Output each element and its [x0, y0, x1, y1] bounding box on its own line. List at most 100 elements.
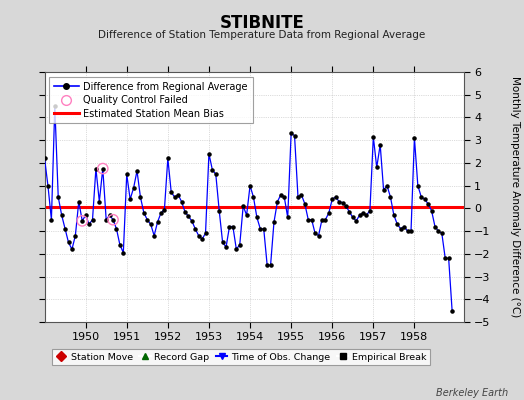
Point — [339, 200, 347, 206]
Point — [112, 226, 121, 232]
Point — [335, 198, 343, 205]
Point — [133, 168, 141, 174]
Point — [366, 208, 374, 214]
Point — [369, 134, 377, 140]
Point — [249, 194, 258, 200]
Point — [160, 206, 169, 213]
Point — [174, 192, 182, 198]
Point — [143, 216, 151, 223]
Point — [74, 198, 83, 205]
Point — [239, 203, 247, 209]
Point — [170, 194, 179, 200]
Point — [256, 226, 265, 232]
Point — [109, 216, 117, 223]
Point — [290, 132, 299, 139]
Point — [345, 208, 354, 215]
Point — [390, 212, 398, 218]
Point — [253, 214, 261, 221]
Point — [352, 218, 361, 224]
Point — [78, 218, 86, 224]
Point — [150, 232, 158, 239]
Point — [136, 194, 145, 200]
Point — [266, 262, 275, 268]
Point — [99, 165, 107, 172]
Point — [441, 255, 450, 262]
Point — [177, 198, 185, 205]
Point — [373, 164, 381, 171]
Point — [243, 212, 251, 218]
Point — [85, 221, 93, 228]
Point — [61, 226, 69, 232]
Point — [119, 250, 127, 256]
Point — [417, 194, 425, 200]
Point — [413, 182, 422, 189]
Point — [355, 212, 364, 218]
Point — [359, 210, 367, 216]
Point — [277, 192, 285, 198]
Point — [205, 151, 213, 157]
Point — [410, 135, 419, 141]
Point — [342, 203, 350, 209]
Point — [184, 213, 193, 220]
Point — [51, 103, 59, 109]
Point — [105, 212, 114, 218]
Point — [95, 198, 104, 205]
Point — [126, 196, 134, 202]
Point — [194, 232, 203, 239]
Point — [129, 185, 138, 191]
Point — [212, 171, 220, 178]
Point — [181, 208, 189, 215]
Point — [348, 214, 357, 221]
Point — [270, 219, 278, 225]
Point — [116, 242, 124, 248]
Point — [294, 194, 302, 200]
Text: Berkeley Earth: Berkeley Earth — [436, 388, 508, 398]
Point — [154, 219, 162, 225]
Text: STIBNITE: STIBNITE — [220, 14, 304, 32]
Point — [54, 194, 62, 200]
Point — [201, 230, 210, 236]
Point — [301, 201, 309, 207]
Point — [78, 218, 86, 224]
Text: Difference of Station Temperature Data from Regional Average: Difference of Station Temperature Data f… — [99, 30, 425, 40]
Point — [311, 230, 319, 236]
Point — [208, 166, 216, 173]
Point — [140, 210, 148, 216]
Point — [191, 226, 200, 232]
Point — [434, 228, 443, 234]
Point — [228, 223, 237, 230]
Point — [376, 142, 385, 148]
Point — [379, 187, 388, 193]
Point — [123, 171, 131, 178]
Point — [109, 216, 117, 223]
Point — [163, 155, 172, 162]
Point — [147, 221, 155, 228]
Point — [167, 189, 176, 196]
Point — [219, 239, 227, 246]
Point — [89, 216, 97, 223]
Point — [236, 242, 244, 248]
Point — [428, 208, 436, 214]
Point — [431, 223, 439, 230]
Point — [438, 230, 446, 236]
Point — [308, 216, 316, 223]
Point — [273, 198, 281, 205]
Point — [232, 246, 241, 252]
Point — [259, 226, 268, 232]
Point — [222, 244, 230, 250]
Point — [198, 236, 206, 242]
Point — [47, 216, 56, 223]
Point — [280, 194, 288, 200]
Point — [383, 182, 391, 189]
Point — [68, 246, 76, 252]
Point — [386, 194, 395, 200]
Point — [102, 216, 111, 223]
Point — [424, 201, 432, 207]
Point — [325, 210, 333, 216]
Point — [71, 232, 80, 239]
Point — [420, 196, 429, 202]
Point — [328, 196, 336, 202]
Point — [157, 210, 165, 216]
Point — [81, 212, 90, 218]
Point — [393, 221, 401, 228]
